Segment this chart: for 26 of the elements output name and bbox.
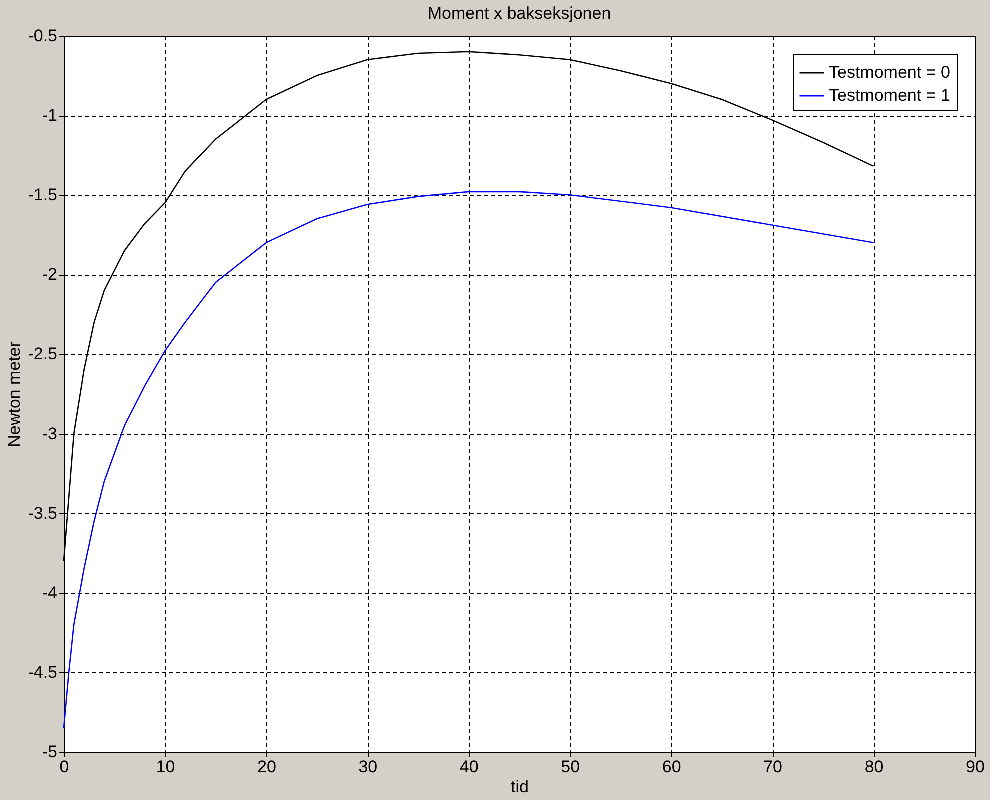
x-tick-label: 90	[966, 758, 985, 776]
y-tick-label: -0.5	[28, 26, 58, 46]
x-tick-label: 50	[561, 758, 580, 776]
y-tick-label: -2.5	[28, 344, 58, 364]
x-tick-label: 80	[864, 758, 884, 776]
y-tick-label: -4	[42, 583, 58, 602]
x-tick-label: 30	[358, 758, 378, 776]
x-tick-label: 0	[60, 758, 70, 776]
y-tick-label: -3	[42, 424, 58, 444]
line-series	[63, 191, 874, 729]
y-axis-title: Newton meter	[5, 341, 24, 448]
y-tick-label: -1	[42, 106, 58, 126]
y-tick-label: -5	[42, 742, 58, 762]
x-tick-label: 20	[257, 758, 276, 776]
y-tick-label: -2	[42, 265, 58, 284]
x-tick-label: 70	[764, 758, 783, 776]
x-tick-label: 40	[460, 758, 479, 776]
x-tick-label: 10	[156, 758, 176, 776]
legend-label: Testmoment = 1	[829, 86, 950, 105]
chart-title: Moment x bakseksjonen	[428, 4, 612, 23]
y-tick-label: -4.5	[28, 662, 58, 682]
x-tick-label: 60	[662, 758, 682, 776]
y-tick-label: -3.5	[28, 504, 58, 523]
legend-label: Testmoment = 0	[829, 63, 950, 82]
x-axis-title: tid	[511, 778, 529, 796]
y-tick-label: -1.5	[28, 186, 58, 205]
